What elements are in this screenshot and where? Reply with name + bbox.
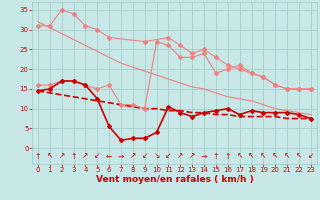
Text: ↖: ↖ [296,152,302,161]
Text: ↖: ↖ [236,152,243,161]
Text: ↙: ↙ [308,152,314,161]
Text: ↗: ↗ [177,152,184,161]
Text: ↑: ↑ [35,152,41,161]
Text: ↙: ↙ [165,152,172,161]
Text: ↗: ↗ [189,152,196,161]
Text: →: → [201,152,207,161]
Text: →: → [118,152,124,161]
Text: ↑: ↑ [213,152,219,161]
Text: ↖: ↖ [248,152,255,161]
Text: ↗: ↗ [82,152,89,161]
X-axis label: Vent moyen/en rafales ( km/h ): Vent moyen/en rafales ( km/h ) [96,175,253,184]
Text: ↑: ↑ [225,152,231,161]
Text: ↖: ↖ [260,152,267,161]
Text: ↙: ↙ [94,152,100,161]
Text: ↑: ↑ [70,152,77,161]
Text: ↖: ↖ [284,152,290,161]
Text: ↗: ↗ [130,152,136,161]
Text: ↙: ↙ [141,152,148,161]
Text: ←: ← [106,152,112,161]
Text: ↖: ↖ [47,152,53,161]
Text: ↗: ↗ [59,152,65,161]
Text: ↖: ↖ [272,152,278,161]
Text: ↘: ↘ [153,152,160,161]
